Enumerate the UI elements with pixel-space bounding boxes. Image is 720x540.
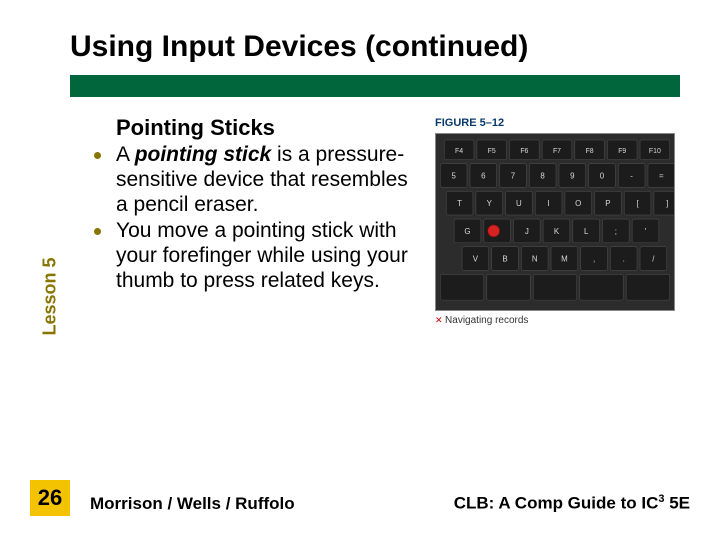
keyboard-figure: F4F5F6F7F8F9F10567890-=TYUIOP[]GHJKL;'VB…: [435, 133, 675, 311]
keyboard-svg: F4F5F6F7F8F9F10567890-=TYUIOP[]GHJKL;'VB…: [436, 134, 674, 310]
text-column: Pointing Sticks A pointing stick is a pr…: [70, 115, 435, 478]
svg-text:6: 6: [481, 171, 486, 180]
svg-text:F10: F10: [649, 148, 661, 155]
slide-title: Using Input Devices (continued): [70, 30, 690, 64]
svg-text:V: V: [473, 255, 479, 264]
title-underline: [70, 75, 680, 97]
svg-text:8: 8: [540, 171, 545, 180]
bullet-item: You move a pointing stick with your fore…: [88, 219, 425, 293]
svg-text:T: T: [457, 199, 462, 208]
svg-text:O: O: [575, 199, 581, 208]
title-area: Using Input Devices (continued): [70, 30, 690, 64]
svg-text:K: K: [554, 227, 560, 236]
footer-row: 26 Morrison / Wells / Ruffolo CLB: A Com…: [30, 478, 690, 520]
svg-text:-: -: [630, 171, 633, 180]
bullet-text-pre: A: [116, 143, 135, 166]
svg-text:G: G: [464, 227, 470, 236]
svg-text:Y: Y: [487, 199, 493, 208]
lesson-label: Lesson 5: [40, 257, 61, 335]
bullet-text-emph: pointing stick: [135, 143, 272, 166]
footer-book-title: CLB: A Comp Guide to IC3 5E: [454, 493, 690, 514]
svg-text:=: =: [659, 171, 664, 180]
content-row: Lesson 5 Pointing Sticks A pointing stic…: [30, 115, 690, 478]
svg-text:M: M: [561, 255, 568, 264]
svg-text:F8: F8: [586, 148, 594, 155]
svg-text:F5: F5: [488, 148, 496, 155]
svg-text:B: B: [502, 255, 507, 264]
svg-text:F9: F9: [618, 148, 626, 155]
footer-right-prefix: CLB: A Comp Guide to IC: [454, 494, 659, 513]
figure-caption: Navigating records: [435, 315, 690, 326]
svg-text:7: 7: [511, 171, 515, 180]
svg-text:;: ;: [615, 227, 617, 236]
svg-text:P: P: [605, 199, 610, 208]
page-number-badge: 26: [30, 480, 70, 516]
svg-text:0: 0: [600, 171, 605, 180]
svg-text:N: N: [532, 255, 538, 264]
svg-text:J: J: [525, 227, 529, 236]
figure-column: FIGURE 5–12 F4 F5 F6 F7 F8 F9 F10 5 6 7 8 9 0 - = T Y U I O…: [435, 115, 690, 478]
svg-text:F6: F6: [520, 148, 528, 155]
svg-text:9: 9: [570, 171, 575, 180]
svg-text:]: ]: [666, 199, 668, 208]
svg-text:L: L: [584, 227, 589, 236]
svg-text:5: 5: [451, 171, 456, 180]
svg-text:F7: F7: [553, 148, 561, 155]
bullet-list: A pointing stick is a pressure-sensitive…: [88, 143, 425, 294]
footer-right-suffix: 5E: [664, 494, 690, 513]
svg-text:F4: F4: [455, 148, 463, 155]
svg-text:I: I: [547, 199, 549, 208]
slide: Using Input Devices (continued) Lesson 5…: [0, 0, 720, 540]
figure-label: FIGURE 5–12: [435, 117, 690, 129]
svg-text:,: ,: [593, 255, 595, 264]
bullet-text-post: You move a pointing stick with your fore…: [116, 219, 408, 292]
lesson-sidebar: Lesson 5: [30, 115, 70, 478]
subheading: Pointing Sticks: [116, 115, 425, 141]
svg-text:.: .: [623, 255, 625, 264]
bullet-item: A pointing stick is a pressure-sensitive…: [88, 143, 425, 217]
svg-text:U: U: [516, 199, 522, 208]
footer-authors: Morrison / Wells / Ruffolo: [90, 494, 454, 514]
